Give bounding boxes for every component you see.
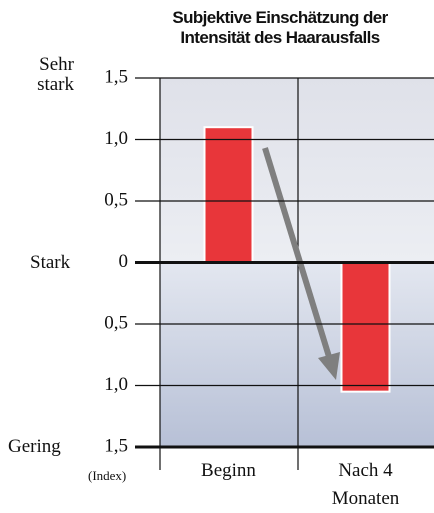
unit-label: (Index): [88, 468, 127, 483]
bar: [203, 126, 254, 264]
bar: [340, 261, 391, 393]
y-tick-label: 1,0: [104, 374, 128, 395]
x-tick-label: Nach 4 Monaten: [331, 460, 400, 509]
scale-label-bottom: Gering: [8, 436, 61, 457]
y-tick-label: 0,5: [104, 312, 128, 333]
x-tick-label: Beginn: [201, 460, 256, 481]
plot-lower: [160, 263, 434, 447]
plot-upper: [160, 78, 434, 263]
y-tick-label: 0,5: [104, 189, 128, 210]
trend-arrow: [262, 147, 333, 361]
y-tick-label: 1,0: [104, 128, 128, 149]
y-tick-label: 1,5: [104, 66, 128, 87]
scale-label-top: Sehr stark: [37, 54, 74, 95]
scale-label-middle: Stark: [30, 252, 71, 273]
y-tick-label: 1,5: [104, 435, 128, 456]
chart-title: Subjektive Einschätzung der Intensität d…: [172, 8, 388, 47]
y-tick-label: 0: [119, 251, 129, 272]
trend-arrowhead: [318, 352, 340, 380]
